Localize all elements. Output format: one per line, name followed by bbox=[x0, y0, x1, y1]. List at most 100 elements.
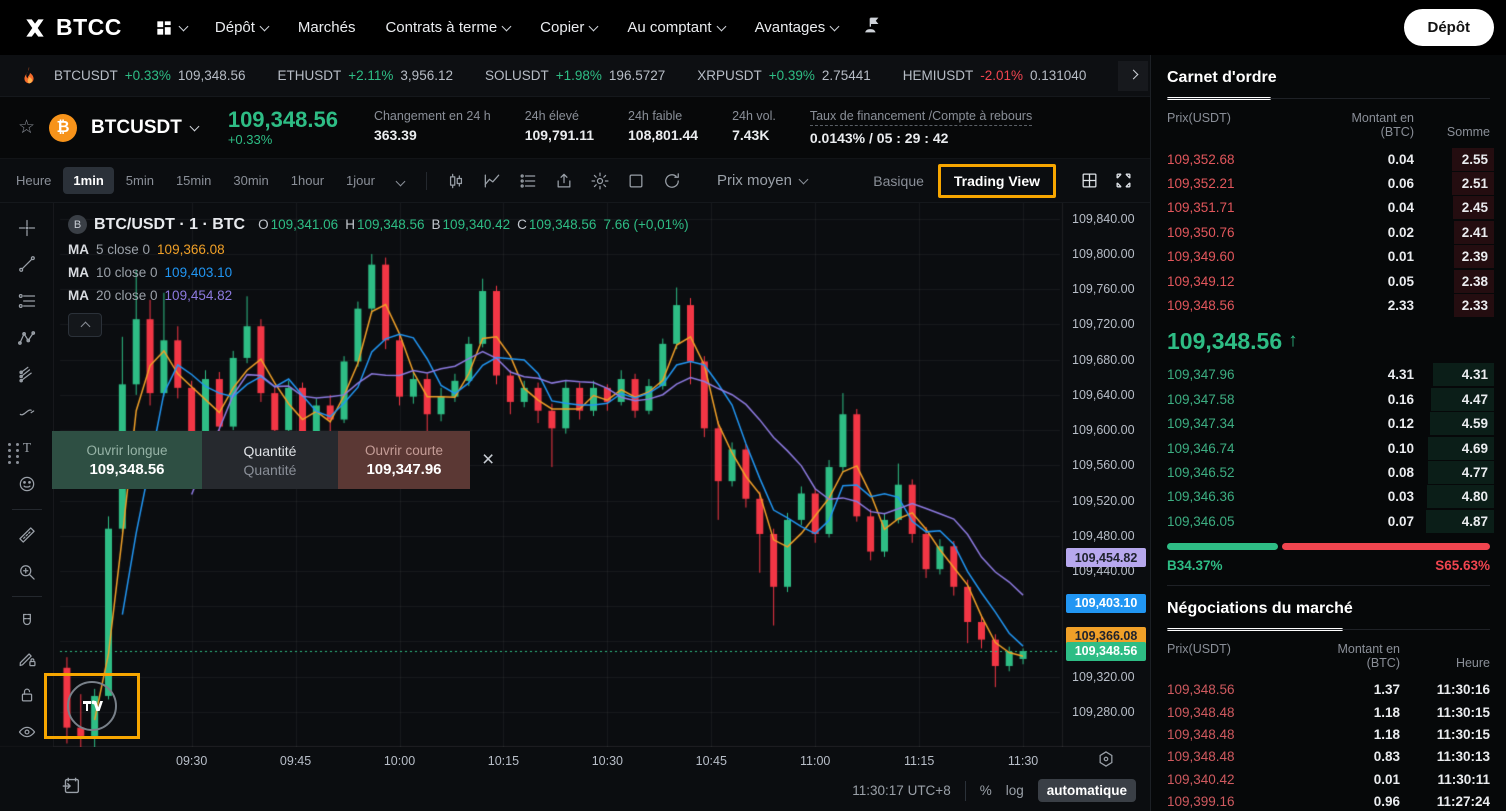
nav-item-avantages[interactable]: Avantages bbox=[755, 19, 840, 36]
trade-row[interactable]: 109,348.56 1.37 11:30:16 bbox=[1167, 678, 1490, 700]
stat-label[interactable]: Taux de financement /Compte à rebours bbox=[809, 109, 1033, 126]
favorite-star-icon[interactable]: ☆ bbox=[18, 117, 36, 138]
market-trades-title[interactable]: Négociations du marché bbox=[1167, 600, 1353, 618]
trade-row[interactable]: 109,340.42 0.01 11:30:11 bbox=[1167, 768, 1490, 790]
candles-icon[interactable] bbox=[441, 166, 471, 196]
drawing-lock-icon[interactable] bbox=[12, 644, 42, 674]
percent-scale-button[interactable]: % bbox=[979, 783, 992, 798]
lock-all-icon[interactable] bbox=[12, 681, 42, 711]
order-sum: 4.87 bbox=[1414, 509, 1494, 533]
btcc-logo-icon bbox=[26, 18, 44, 37]
interval-5min[interactable]: 5min bbox=[125, 173, 154, 188]
stat-value: 363.39 bbox=[373, 127, 417, 143]
interval-1jour[interactable]: 1jour bbox=[346, 173, 375, 188]
square-icon[interactable] bbox=[621, 166, 651, 196]
trade-row[interactable]: 109,348.48 0.83 11:30:13 bbox=[1167, 746, 1490, 768]
magnet-icon[interactable] bbox=[12, 607, 42, 637]
brush-icon[interactable] bbox=[12, 396, 42, 426]
nav-item-copier[interactable]: Copier bbox=[540, 19, 599, 36]
depth-bar bbox=[1432, 363, 1494, 387]
stat-label: 24h vol. bbox=[732, 109, 776, 123]
order-book-title[interactable]: Carnet d'ordre bbox=[1167, 69, 1277, 86]
nav-item-marchés[interactable]: Marchés bbox=[298, 19, 356, 36]
log-scale-button[interactable]: log bbox=[1005, 783, 1024, 798]
ticker-price: 3,956.12 bbox=[400, 68, 453, 83]
order-book-row[interactable]: 109,352.21 0.06 2.51 bbox=[1167, 171, 1494, 196]
xabcd-pattern-icon[interactable] bbox=[12, 323, 42, 353]
nav-item-contrats-à-terme[interactable]: Contrats à terme bbox=[385, 19, 512, 36]
order-book-row[interactable]: 109,351.71 0.04 2.45 bbox=[1167, 196, 1494, 220]
ticker-item-solusdt[interactable]: SOLUSDT +1.98% 196.5727 bbox=[485, 68, 665, 83]
order-book-row[interactable]: 109,350.76 0.02 2.41 bbox=[1167, 220, 1494, 244]
line-chart-icon[interactable] bbox=[477, 166, 507, 196]
order-book-row[interactable]: 109,352.68 0.04 2.55 bbox=[1167, 147, 1494, 171]
order-book-row[interactable]: 109,347.96 4.31 4.31 bbox=[1167, 363, 1494, 387]
apps-menu[interactable] bbox=[154, 18, 189, 38]
ticker-more-button[interactable] bbox=[1118, 60, 1148, 91]
zoom-in-icon[interactable] bbox=[12, 557, 42, 587]
interval-1hour[interactable]: 1hour bbox=[290, 173, 325, 188]
fullscreen-icon[interactable] bbox=[1108, 166, 1138, 196]
order-book-row[interactable]: 109,347.58 0.16 4.47 bbox=[1167, 387, 1494, 411]
emoji-icon[interactable] bbox=[12, 469, 42, 499]
ruler-icon[interactable] bbox=[12, 520, 42, 550]
order-sum: 4.77 bbox=[1414, 460, 1494, 484]
interval-30min[interactable]: 30min bbox=[233, 173, 269, 188]
ticker-item-ethusdt[interactable]: ETHUSDT +2.11% 3,956.12 bbox=[278, 68, 453, 83]
crosshair-icon[interactable] bbox=[12, 213, 42, 243]
quantity-input[interactable]: Quantité Quantité bbox=[202, 431, 338, 489]
interval-1min[interactable]: 1min bbox=[63, 167, 114, 194]
price-scale-settings-icon[interactable] bbox=[1096, 749, 1116, 774]
btcc-logo[interactable]: BTCC bbox=[22, 14, 122, 41]
order-book-row[interactable]: 109,346.52 0.08 4.77 bbox=[1167, 460, 1494, 484]
order-book-row[interactable]: 109,346.74 0.10 4.69 bbox=[1167, 436, 1494, 460]
text-icon[interactable]: T bbox=[12, 433, 42, 463]
share-icon[interactable] bbox=[549, 166, 579, 196]
order-book-row[interactable]: 109,347.34 0.12 4.59 bbox=[1167, 412, 1494, 436]
auto-scale-button[interactable]: automatique bbox=[1037, 779, 1136, 802]
order-book-row[interactable]: 109,348.56 2.33 2.33 bbox=[1167, 293, 1494, 318]
fib-retracement-icon[interactable] bbox=[12, 286, 42, 316]
open-short-button[interactable]: Ouvrir courte 109,347.96 bbox=[338, 431, 470, 489]
drag-handle[interactable] bbox=[8, 443, 21, 464]
trade-row[interactable]: 109,399.16 0.96 11:27:24 bbox=[1167, 790, 1490, 811]
order-book-row[interactable]: 109,346.36 0.03 4.80 bbox=[1167, 485, 1494, 509]
tradingview-button[interactable]: Trading View bbox=[937, 163, 1056, 198]
order-book-row[interactable]: 109,349.60 0.01 2.39 bbox=[1167, 245, 1494, 269]
trend-line-icon[interactable] bbox=[12, 250, 42, 280]
main-nav: Dépôt Marchés Contrats à terme Copier Au com… bbox=[215, 19, 840, 36]
ticker-item-xrpusdt[interactable]: XRPUSDT +0.39% 2.75441 bbox=[697, 68, 871, 83]
settings-icon[interactable] bbox=[585, 166, 615, 196]
ma-name: MA bbox=[68, 265, 89, 280]
trade-row[interactable]: 109,348.48 1.18 11:30:15 bbox=[1167, 701, 1490, 723]
ticker-item-btcusdt[interactable]: BTCUSDT +0.33% 109,348.56 bbox=[54, 68, 246, 83]
go-to-date-icon[interactable] bbox=[60, 775, 82, 802]
rewards-flag-icon[interactable] bbox=[862, 15, 882, 40]
pair-selector[interactable]: BTCUSDT bbox=[91, 117, 200, 139]
indicators-icon[interactable] bbox=[513, 166, 543, 196]
ticker-price: 196.5727 bbox=[608, 68, 666, 83]
deposit-button[interactable]: Dépôt bbox=[1403, 9, 1494, 46]
price-mode-dropdown[interactable]: Prix moyen bbox=[717, 172, 809, 189]
stat-label: Changement en 24 h bbox=[373, 109, 491, 123]
interval-more-button[interactable] bbox=[389, 172, 412, 190]
order-book-row[interactable]: 109,349.12 0.05 2.38 bbox=[1167, 269, 1494, 293]
layout-grid-icon[interactable] bbox=[1074, 166, 1104, 196]
close-icon[interactable]: × bbox=[482, 448, 495, 471]
replay-icon[interactable] bbox=[657, 166, 687, 196]
pitchfork-icon[interactable] bbox=[12, 360, 42, 390]
ma-name: MA bbox=[68, 242, 89, 257]
nav-item-dépôt[interactable]: Dépôt bbox=[215, 19, 270, 36]
tradingview-logo[interactable] bbox=[67, 681, 117, 731]
nav-item-au-comptant[interactable]: Au comptant bbox=[627, 19, 727, 36]
order-book-row[interactable]: 109,346.05 0.07 4.87 bbox=[1167, 509, 1494, 533]
trade-row[interactable]: 109,348.48 1.18 11:30:15 bbox=[1167, 723, 1490, 745]
mid-price: 109,348.56 ↑ bbox=[1167, 327, 1298, 354]
basic-view-button[interactable]: Basique bbox=[873, 172, 924, 189]
clock[interactable]: 11:30:17 UTC+8 bbox=[852, 783, 951, 798]
open-long-button[interactable]: Ouvrir longue 109,348.56 bbox=[52, 431, 202, 489]
legend-collapse-button[interactable] bbox=[68, 313, 102, 337]
ticker-item-hemiusdt[interactable]: HEMIUSDT -2.01% 0.131040 bbox=[903, 68, 1087, 83]
interval-15min[interactable]: 15min bbox=[175, 173, 212, 188]
hide-all-icon[interactable] bbox=[12, 717, 42, 747]
